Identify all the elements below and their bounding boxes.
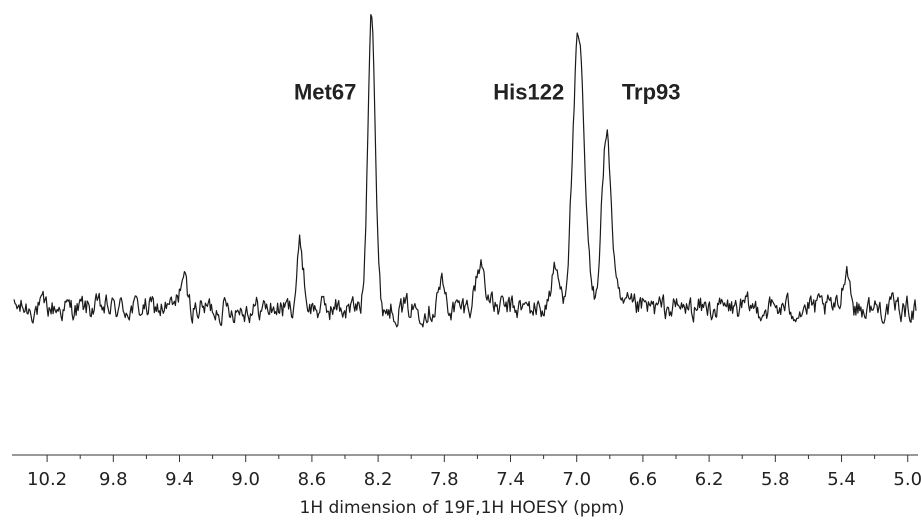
peak-annotations: Met67 His122 Trp93 [294, 79, 681, 104]
x-ticks [46, 455, 909, 462]
x-tick-label: 8.6 [298, 469, 327, 490]
x-tick-label: 6.6 [629, 469, 658, 490]
peak-label-his122: His122 [493, 79, 564, 104]
x-tick-label: 10.2 [27, 469, 67, 490]
x-tick-label: 9.8 [99, 469, 128, 490]
x-tick-label: 8.2 [364, 469, 393, 490]
x-tick-label: 5.0 [893, 469, 921, 490]
x-tick-label: 7.8 [430, 469, 459, 490]
peak-label-trp93: Trp93 [622, 79, 681, 104]
x-axis: 10.2 9.8 9.4 9.0 8.6 8.2 7.8 7.4 7.0 6.6 6.2 5.8 5.4… [12, 454, 921, 490]
spectrum-trace [13, 14, 917, 328]
x-tick-label: 5.8 [761, 469, 790, 490]
x-tick-labels: 10.2 9.8 9.4 9.0 8.6 8.2 7.8 7.4 7.0 6.6 6.2 5.8 5.4… [27, 469, 921, 490]
peak-label-met67: Met67 [294, 79, 356, 104]
x-tick-label: 9.4 [165, 469, 194, 490]
x-axis-title: 1H dimension of 19F,1H HOESY (ppm) [300, 498, 625, 518]
x-tick-label: 7.0 [562, 469, 591, 490]
x-tick-label: 6.2 [695, 469, 724, 490]
x-tick-label: 9.0 [231, 469, 260, 490]
x-tick-label: 5.4 [827, 469, 856, 490]
x-tick-label: 7.4 [496, 469, 525, 490]
plot-area [13, 14, 917, 328]
